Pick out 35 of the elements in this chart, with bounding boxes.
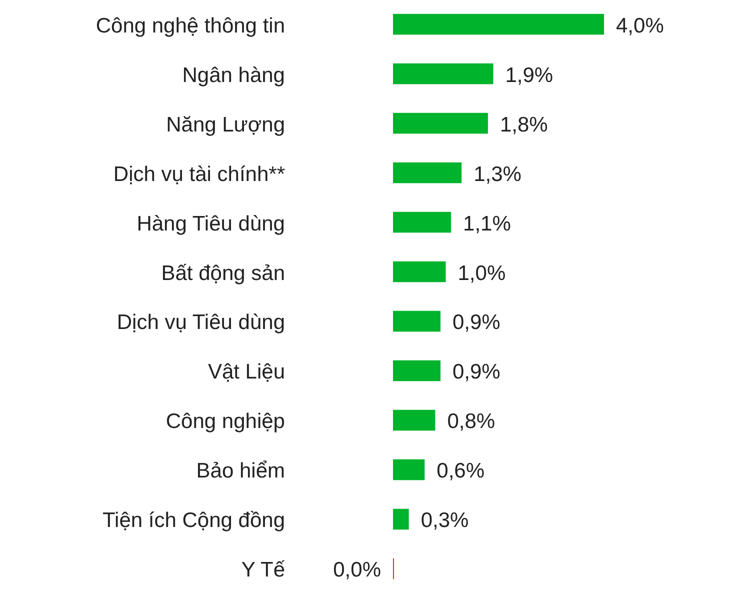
bar <box>393 14 604 35</box>
bar <box>393 212 452 233</box>
bar <box>393 360 440 382</box>
y-tick-label: Y Tế <box>241 558 286 582</box>
y-tick-label: Bảo hiểm <box>196 460 285 483</box>
y-tick-label: Dịch vụ tài chính** <box>113 162 285 186</box>
bar <box>393 261 446 282</box>
data-label: 0,9% <box>452 311 500 334</box>
bar <box>393 410 436 431</box>
data-label: 1,3% <box>474 162 522 186</box>
data-label: 0,6% <box>436 460 485 483</box>
data-label: 0,0% <box>333 558 381 582</box>
bar <box>393 162 462 184</box>
y-tick-label: Công nghiệp <box>166 410 285 434</box>
data-label: 4,0% <box>616 14 664 38</box>
bar <box>393 508 409 530</box>
y-tick-label: Năng Lượng <box>166 113 285 136</box>
bar <box>393 459 425 480</box>
data-label: 1,0% <box>458 262 506 285</box>
bar <box>393 310 440 332</box>
data-label: 1,8% <box>500 113 548 136</box>
y-tick-label: Hàng Tiêu dùng <box>136 212 285 236</box>
data-label: 0,3% <box>420 509 469 532</box>
y-tick-label: Vật Liệu <box>208 360 285 384</box>
y-tick-label: Ngân hàng <box>182 64 285 87</box>
bar <box>393 112 488 134</box>
y-tick-label: Công nghệ thông tin <box>96 14 285 38</box>
data-label: 0,9% <box>452 360 500 384</box>
y-tick-label: Tiện ích Cộng đồng <box>102 509 285 532</box>
data-label: 1,9% <box>505 64 554 87</box>
bar <box>393 63 494 84</box>
y-tick-label: Bất động sản <box>161 262 285 285</box>
data-label: 1,1% <box>463 212 511 236</box>
data-label: 0,8% <box>447 410 496 434</box>
y-tick-label: Dịch vụ Tiêu dùng <box>116 311 285 334</box>
